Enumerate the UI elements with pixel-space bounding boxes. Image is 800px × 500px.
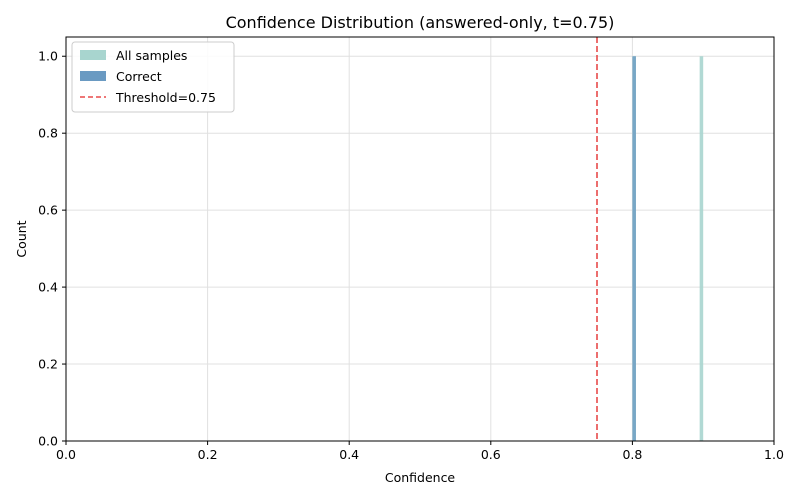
legend-label-threshold: Threshold=0.75 [115, 90, 216, 105]
chart-title: Confidence Distribution (answered-only, … [226, 13, 615, 32]
y-tick-label: 0.6 [38, 203, 58, 218]
y-axis-ticks: 0.0 0.2 0.4 0.6 0.8 1.0 [38, 49, 66, 449]
x-tick-label: 0.2 [198, 447, 218, 462]
y-tick-label: 0.0 [38, 434, 58, 449]
x-tick-label: 0.8 [622, 447, 642, 462]
legend-label-correct: Correct [116, 69, 162, 84]
bar-correct [632, 56, 636, 441]
legend-swatch-correct [80, 71, 106, 81]
y-axis-label: Count [14, 220, 29, 257]
legend: All samples Correct Threshold=0.75 [71, 41, 235, 113]
bars-layer [632, 56, 704, 441]
x-tick-label: 0.0 [56, 447, 76, 462]
x-axis-label: Confidence [385, 470, 456, 485]
x-tick-label: 1.0 [764, 447, 784, 462]
legend-swatch-all-samples [80, 50, 106, 60]
y-tick-label: 1.0 [38, 49, 58, 64]
legend-box [71, 41, 235, 113]
legend-label-all-samples: All samples [116, 48, 187, 63]
x-axis-ticks: 0.0 0.2 0.4 0.6 0.8 1.0 [56, 441, 784, 462]
y-tick-label: 0.2 [38, 357, 58, 372]
plot-frame [65, 36, 775, 442]
y-tick-label: 0.4 [38, 280, 58, 295]
x-tick-label: 0.4 [339, 447, 359, 462]
x-tick-label: 0.6 [481, 447, 501, 462]
y-tick-label: 0.8 [38, 126, 58, 141]
bar-all-samples [699, 56, 704, 441]
